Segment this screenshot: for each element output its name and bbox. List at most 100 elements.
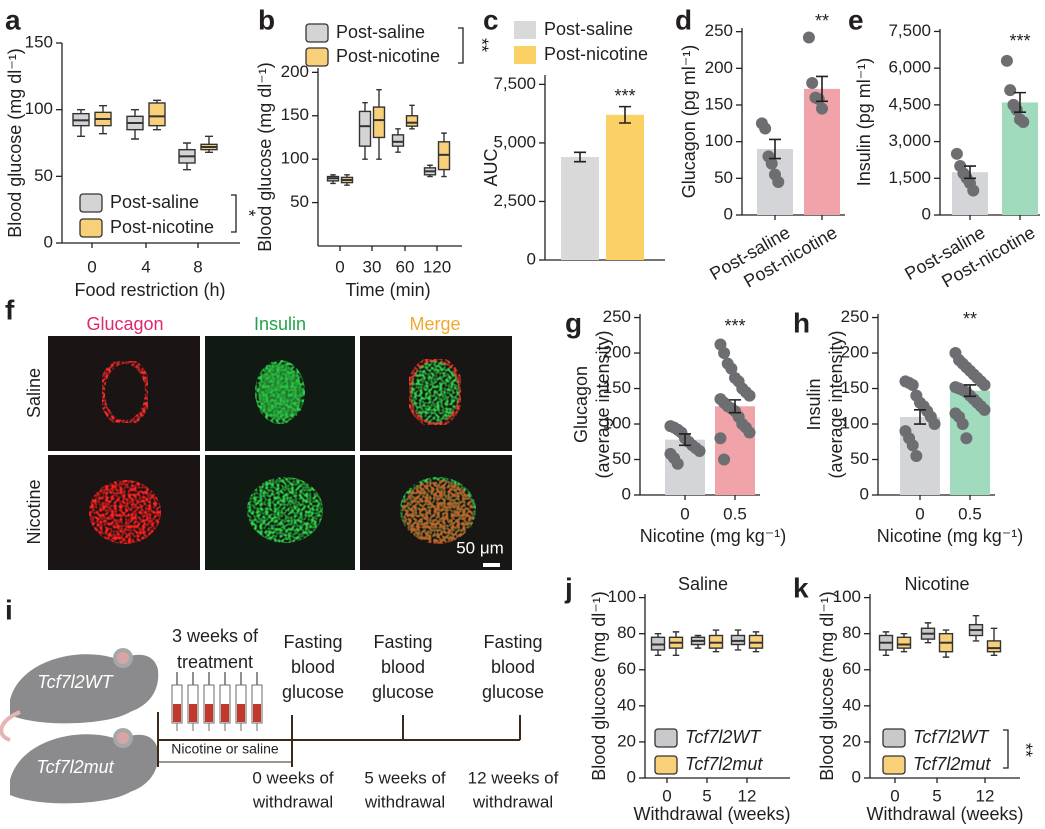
y-tick-label: 2,500: [493, 191, 536, 210]
syringe-fluid: [253, 704, 261, 722]
data-point: [725, 362, 738, 375]
data-point: [671, 457, 684, 470]
data-point: [956, 418, 969, 431]
syringe-fluid: [221, 704, 229, 722]
y-tick-label: 100: [603, 414, 631, 433]
timepoint-label: glucose: [482, 682, 544, 702]
y-tick-label: 0: [860, 484, 869, 503]
significance: **: [1015, 743, 1035, 757]
y-tick-label: 150: [841, 378, 869, 397]
row-label: Saline: [24, 368, 44, 418]
y-tick-label: 250: [841, 307, 869, 326]
y-tick-label: 50: [850, 449, 869, 468]
legend-swatch: [654, 728, 678, 748]
significance: ***: [614, 86, 635, 106]
y-tick-label: 80: [842, 623, 861, 642]
panel-letter: i: [5, 594, 13, 625]
y-tick-label: 1,500: [888, 168, 931, 187]
data-point: [759, 122, 772, 135]
x-tick-label: 0: [662, 786, 671, 805]
significance: **: [815, 11, 829, 31]
x-axis-label: Nicotine (mg kg⁻¹): [640, 526, 787, 546]
box: [405, 115, 419, 127]
y-tick-label: 150: [25, 32, 53, 51]
syringe-fluid: [173, 704, 181, 722]
x-tick-label: 120: [423, 257, 451, 276]
timepoint-label: Fasting: [483, 632, 542, 652]
data-point: [772, 176, 785, 188]
timepoint-label: glucose: [372, 682, 434, 702]
legend-swatch: [882, 728, 906, 748]
panel-letter: j: [564, 572, 573, 603]
y-axis-label: Blood glucose (mg dl⁻¹): [255, 62, 275, 252]
y-tick-label: 200: [705, 58, 733, 77]
error-bar: [964, 384, 976, 398]
y-tick-label: 3,000: [888, 131, 931, 150]
x-axis-label: Withdrawal (weeks): [633, 804, 790, 824]
data-point: [1017, 116, 1030, 128]
legend-swatch: [79, 218, 103, 238]
y-axis-label: Blood glucose (mg dl⁻¹): [589, 591, 609, 781]
error-bar: [1014, 91, 1026, 114]
data-point: [960, 432, 973, 445]
y-axis-label: Glucagon (pg ml⁻¹): [679, 45, 699, 199]
x-tick-label: 0: [335, 257, 344, 276]
error-bar: [679, 433, 691, 447]
timepoint-label: blood: [381, 657, 425, 677]
data-point: [743, 426, 756, 439]
legend-label: Tcf7l2mut: [913, 754, 991, 774]
data-point: [1000, 54, 1013, 67]
data-point: [906, 378, 919, 391]
y-tick-label: 100: [833, 587, 861, 606]
y-tick-label: 200: [281, 62, 309, 81]
x-axis-label: Time (min): [345, 280, 430, 300]
y-tick-label: 250: [603, 307, 631, 326]
treatment-label: treatment: [177, 652, 253, 672]
x-tick-label: 12: [976, 786, 995, 805]
x-tick-label: 0: [915, 504, 924, 523]
y-tick-label: 0: [627, 767, 636, 786]
data-point: [816, 102, 828, 115]
significance: *: [238, 209, 258, 216]
panel-letter: c: [483, 4, 499, 35]
treatment-note: Nicotine or saline: [171, 741, 279, 757]
error-bar: [619, 105, 631, 124]
withdrawal-label: 12 weeks of: [468, 768, 559, 787]
panel-letter: b: [258, 4, 275, 35]
significance: **: [471, 38, 491, 52]
treatment-label: 3 weeks of: [172, 626, 259, 646]
panel-letter: e: [848, 4, 864, 35]
y-tick-label: 80: [617, 623, 636, 642]
y-tick-label: 20: [842, 731, 861, 750]
bar: [561, 156, 599, 260]
y-axis-label: Insulin (pg ml⁻¹): [854, 58, 874, 187]
x-tick-label: 4: [141, 257, 150, 276]
data-point: [743, 389, 756, 402]
column-label: Merge: [409, 314, 460, 334]
x-tick-label: 12: [738, 786, 757, 805]
box: [391, 134, 405, 147]
y-axis-label: Blood glucose (mg dl⁻¹): [5, 48, 25, 238]
mouse-label: Tcf7l2mut: [36, 757, 114, 777]
box: [986, 640, 1002, 653]
x-tick-label: 0: [890, 786, 899, 805]
timepoint-label: blood: [491, 657, 535, 677]
panel-f: f Glucagon Insulin Merge Saline Nicotine…: [5, 294, 512, 570]
box: [358, 110, 372, 147]
x-axis-label: Food restriction (h): [74, 280, 225, 300]
legend-label: Post-nicotine: [336, 46, 440, 66]
y-axis-label: Glucagon: [571, 366, 591, 443]
syringe-fluid: [189, 704, 197, 722]
syringe-fluid: [205, 704, 213, 722]
panel-letter: d: [675, 4, 692, 35]
panel-h: h 0 50 100 150 200 250 Insulin (average intensit…: [793, 307, 1023, 546]
y-tick-label: 40: [842, 695, 861, 714]
x-tick-label: 5: [932, 786, 941, 805]
panel-i: i Tcf7l2WT Tcf7l2mut 3 weeks of treatmen…: [0, 594, 559, 811]
legend-label: Tcf7l2mut: [685, 754, 763, 774]
y-tick-label: 150: [705, 94, 733, 113]
y-tick-label: 50: [714, 168, 733, 187]
y-tick-label: 100: [25, 99, 53, 118]
